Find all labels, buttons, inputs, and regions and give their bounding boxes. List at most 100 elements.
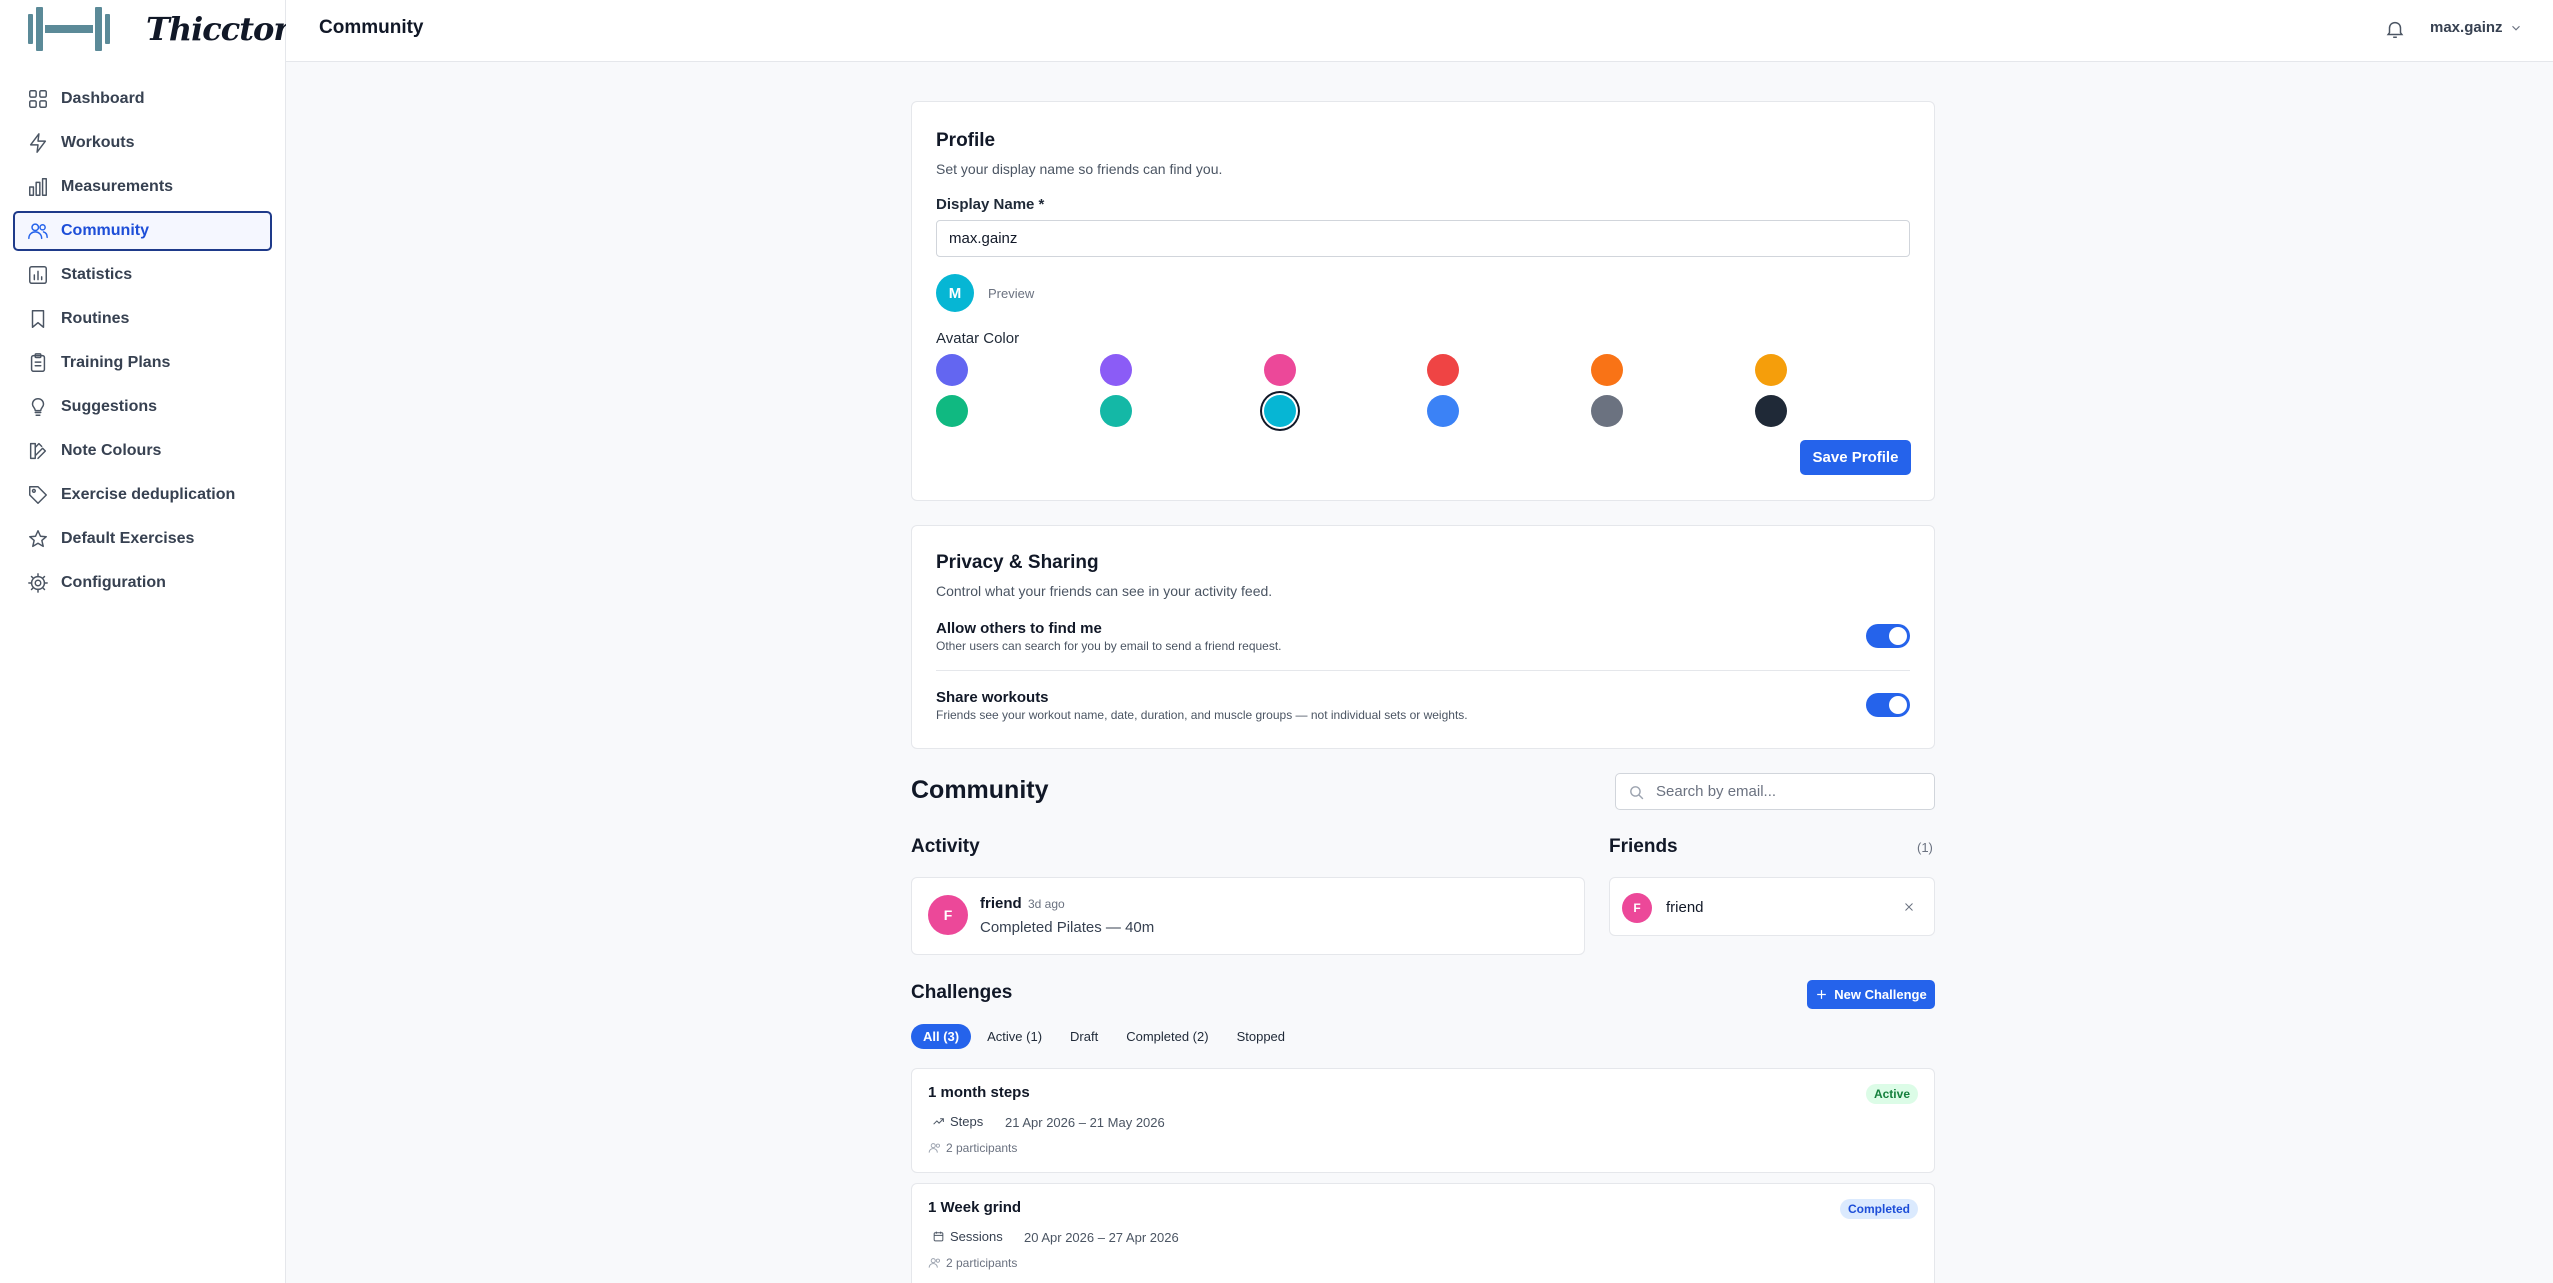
avatar-color-swatch[interactable]	[1100, 354, 1132, 386]
avatar-color-swatch[interactable]	[936, 354, 968, 386]
share-workouts-toggle[interactable]	[1866, 693, 1910, 717]
page-title: Community	[319, 17, 424, 38]
sidebar-item-label: Routines	[61, 310, 130, 327]
bookmark-icon	[27, 308, 49, 330]
bar-chart-icon	[27, 176, 49, 198]
sidebar-item-training-plans[interactable]: Training Plans	[13, 343, 272, 383]
challenge-type: Steps	[932, 1114, 983, 1129]
avatar-preview: M	[936, 274, 974, 312]
sidebar-item-suggestions[interactable]: Suggestions	[13, 387, 272, 427]
users-icon	[928, 1258, 941, 1268]
activity-title: Activity	[911, 836, 980, 857]
display-name-label: Display Name *	[936, 196, 1045, 213]
avatar-color-swatch[interactable]	[1427, 354, 1459, 386]
challenge-card[interactable]: 1 Week grind Sessions 20 Apr 2026 – 27 A…	[911, 1183, 1935, 1283]
sidebar-item-dashboard[interactable]: Dashboard	[13, 79, 272, 119]
logo-text: Thicctory	[146, 10, 308, 48]
lightbulb-icon	[27, 396, 49, 418]
bell-icon	[2386, 21, 2404, 38]
tab-active[interactable]: Active (1)	[987, 1029, 1043, 1044]
gear-icon	[27, 572, 49, 594]
avatar-color-swatch[interactable]	[1100, 395, 1132, 427]
setting-title: Share workouts	[936, 689, 1049, 706]
avatar-color-label: Avatar Color	[936, 330, 1020, 347]
sidebar-item-label: Community	[61, 222, 149, 239]
search-icon	[1630, 786, 1644, 800]
calendar-icon	[933, 1231, 944, 1242]
notifications-button[interactable]	[2384, 18, 2406, 40]
sidebar-item-label: Dashboard	[61, 90, 145, 107]
sidebar-item-label: Statistics	[61, 266, 133, 283]
sidebar-item-exercise-deduplication[interactable]: Exercise deduplication	[13, 475, 272, 515]
activity-user: friend	[980, 895, 1022, 912]
preview-label: Preview	[988, 286, 1035, 301]
sidebar-item-configuration[interactable]: Configuration	[13, 563, 272, 603]
challenge-card[interactable]: 1 month steps Steps 21 Apr 2026 – 21 May…	[911, 1068, 1935, 1173]
grid-icon	[27, 88, 49, 110]
tab-completed[interactable]: Completed (2)	[1126, 1029, 1209, 1044]
trending-up-icon	[933, 1118, 944, 1125]
lightning-icon	[27, 132, 49, 154]
status-badge: Active	[1865, 1084, 1918, 1104]
app-logo[interactable]: Thicctory	[26, 4, 308, 54]
avatar-color-swatch[interactable]	[1427, 395, 1459, 427]
chart-box-icon	[27, 264, 49, 286]
sidebar-item-label: Configuration	[61, 574, 166, 591]
friends-count: (1)	[1917, 840, 1933, 855]
challenge-dates: 21 Apr 2026 – 21 May 2026	[1005, 1115, 1165, 1130]
avatar-color-swatch[interactable]	[1591, 395, 1623, 427]
display-name-input[interactable]	[936, 220, 1910, 257]
save-profile-button[interactable]: Save Profile	[1800, 440, 1911, 475]
challenge-type-label: Sessions	[950, 1229, 1003, 1244]
allow-find-toggle[interactable]	[1866, 624, 1910, 648]
sidebar-item-community[interactable]: Community	[13, 211, 272, 251]
privacy-subtitle: Control what your friends can see in you…	[936, 583, 1273, 599]
new-challenge-button[interactable]: New Challenge	[1807, 980, 1935, 1009]
clipboard-icon	[27, 352, 49, 374]
new-challenge-label: New Challenge	[1834, 987, 1927, 1002]
profile-title: Profile	[936, 130, 996, 151]
avatar-color-swatch[interactable]	[1591, 354, 1623, 386]
community-title: Community	[911, 776, 1049, 804]
profile-card: Profile Set your display name so friends…	[911, 101, 1935, 501]
sidebar-item-label: Suggestions	[61, 398, 158, 415]
friends-title: Friends	[1609, 836, 1678, 857]
privacy-card: Privacy & Sharing Control what your frie…	[911, 525, 1935, 749]
status-badge: Completed	[1839, 1199, 1918, 1219]
plus-icon	[1817, 990, 1827, 999]
avatar-color-swatch[interactable]	[1264, 354, 1296, 386]
avatar: F	[928, 895, 968, 935]
challenge-dates: 20 Apr 2026 – 27 Apr 2026	[1024, 1230, 1179, 1245]
challenge-tabs: All (3) Active (1) Draft Completed (2) S…	[911, 1024, 1301, 1049]
avatar-color-swatch[interactable]	[1755, 395, 1787, 427]
friend-item[interactable]: F friend	[1609, 877, 1935, 936]
chevron-down-icon	[2511, 25, 2520, 31]
search-input[interactable]	[1656, 774, 1926, 809]
sidebar-item-note-colours[interactable]: Note Colours	[13, 431, 272, 471]
avatar-color-swatch[interactable]	[936, 395, 968, 427]
sidebar-item-workouts[interactable]: Workouts	[13, 123, 272, 163]
profile-subtitle: Set your display name so friends can fin…	[936, 161, 1223, 177]
user-name: max.gainz	[2430, 19, 2503, 36]
tab-stopped[interactable]: Stopped	[1236, 1029, 1286, 1044]
challenge-name: 1 month steps	[928, 1084, 1030, 1101]
activity-item[interactable]: F friend 3d ago Completed Pilates — 40m	[911, 877, 1585, 955]
barbell-logo-icon	[28, 7, 110, 51]
sidebar-item-label: Note Colours	[61, 442, 162, 459]
challenge-participants: 2 participants	[928, 1141, 1017, 1155]
sidebar-item-statistics[interactable]: Statistics	[13, 255, 272, 295]
user-menu[interactable]: max.gainz	[2430, 19, 2523, 36]
challenge-type-label: Steps	[950, 1114, 984, 1129]
tab-draft[interactable]: Draft	[1070, 1029, 1099, 1044]
tab-all[interactable]: All (3)	[911, 1024, 972, 1049]
users-icon	[27, 220, 49, 242]
users-icon	[928, 1143, 941, 1153]
close-icon[interactable]	[1903, 901, 1915, 913]
sidebar-item-label: Training Plans	[61, 354, 171, 371]
sidebar-item-default-exercises[interactable]: Default Exercises	[13, 519, 272, 559]
avatar-color-swatch[interactable]	[1755, 354, 1787, 386]
sidebar-item-measurements[interactable]: Measurements	[13, 167, 272, 207]
participants-label: 2 participants	[946, 1141, 1018, 1155]
avatar-color-swatch[interactable]	[1264, 395, 1296, 427]
sidebar-item-routines[interactable]: Routines	[13, 299, 272, 339]
